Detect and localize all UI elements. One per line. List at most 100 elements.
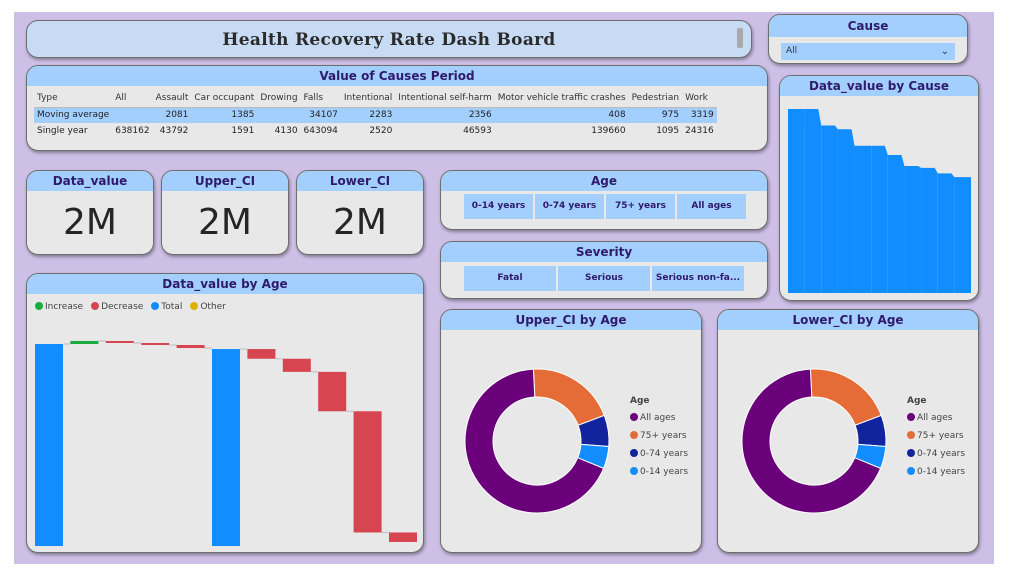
legend-total[interactable]: Total [151,302,182,312]
table-cell: 638162 [115,125,150,136]
kpi-data-value-card: Data_value 2M [26,170,154,255]
column-header[interactable]: Assault [152,89,192,108]
column-header[interactable]: All [112,89,153,108]
legend-item[interactable]: All ages [907,413,965,423]
cause-slicer: Cause All ⌄ [768,14,968,64]
legend-label: 0-74 years [640,449,689,459]
lower-ci-donut [741,368,887,514]
title-scrollbar[interactable] [737,28,743,48]
waterfall-bar[interactable] [282,358,311,372]
cause-bar[interactable] [904,166,922,293]
legend-label: Total [161,302,183,312]
table-cell: 24316 [685,125,714,136]
waterfall-bar[interactable] [212,349,240,546]
legend-item[interactable]: 0-14 years [907,467,965,477]
legend-label: 0-74 years [917,449,966,459]
severity-option-serious[interactable]: Serious [558,266,650,291]
waterfall-bar[interactable] [247,349,276,359]
column-header[interactable]: Motor vehicle traffic crashes [494,89,629,108]
column-header[interactable]: Car occupant [191,89,258,108]
donut-slice[interactable] [809,368,882,426]
waterfall-bar[interactable] [176,345,205,349]
donut-slice[interactable] [532,368,605,426]
decrease-dot-icon [91,302,100,310]
waterfall-bar[interactable] [389,532,417,542]
cause-bar-card: Data_value by Cause [779,75,979,301]
kpi-label: Lower_CI [297,171,423,191]
waterfall-bar[interactable] [141,342,170,346]
kpi-value: 2M [333,202,387,243]
age-option-0-74[interactable]: 0-74 years [535,194,604,219]
cause-bar-chart [788,109,971,293]
kpi-label: Data_value [27,171,153,191]
cause-slicer-title: Cause [769,15,967,37]
waterfall-bar[interactable] [353,411,382,533]
severity-option-serious-non-fatal[interactable]: Serious non-fa... [652,266,744,291]
cause-dropdown-value: All [786,46,798,56]
cause-bar[interactable] [887,155,905,293]
table-cell: Moving average [34,107,113,123]
severity-slicer: Severity Fatal Serious Serious non-fa... [440,241,768,299]
waterfall-bar[interactable] [35,344,63,546]
kpi-value: 2M [63,202,117,243]
waterfall-bar[interactable] [318,371,347,412]
cause-bar[interactable] [804,109,822,293]
cause-bar[interactable] [871,145,888,293]
severity-options: Fatal Serious Serious non-fa... [464,266,744,291]
column-header[interactable]: Intentional self-harm [395,89,495,108]
cause-bar[interactable] [937,173,955,293]
age-option-0-14[interactable]: 0-14 years [464,194,533,219]
table-row[interactable]: Single year 638162 43792 1591 4130 643094 2520… [34,123,717,138]
column-header[interactable]: Type [34,89,113,108]
total-dot-icon [151,302,160,310]
column-header[interactable]: Intentional [340,89,396,108]
cause-bar-title: Data_value by Cause [780,76,978,96]
waterfall-bar[interactable] [70,340,99,344]
lower-ci-title: Lower_CI by Age [718,310,978,330]
increase-dot-icon [35,302,43,310]
cause-dropdown[interactable]: All ⌄ [781,43,955,60]
donut-slice[interactable] [464,368,605,514]
other-dot-icon [190,302,199,310]
legend-label: All ages [917,413,953,423]
column-header[interactable]: Falls [300,89,341,108]
column-header[interactable]: Drowing [257,89,301,108]
waterfall-legend: Increase Decrease Total Other [35,302,226,312]
waterfall-title: Data_value by Age [27,274,423,294]
legend-other[interactable]: Other [190,302,226,312]
all-ages-dot-icon [907,413,915,421]
legend-item[interactable]: 75+ years [907,431,965,441]
legend-item[interactable]: 0-14 years [630,467,688,477]
causes-table: Type All Assault Car occupant Drowing Falls In… [34,89,717,138]
waterfall-bar[interactable] [105,340,134,343]
cause-bar[interactable] [954,177,971,293]
all-ages-dot-icon [630,413,638,421]
age-option-75plus[interactable]: 75+ years [606,194,675,219]
cause-bar[interactable] [788,109,805,293]
upper-ci-legend: Age All ages 75+ years 0-74 years 0-14 y… [630,396,688,485]
legend-item[interactable]: 0-74 years [907,449,965,459]
cause-bar[interactable] [821,125,838,293]
column-header[interactable]: Pedestrian [628,89,683,108]
0-74-dot-icon [907,449,915,457]
cause-bar[interactable] [854,145,872,293]
cause-bar[interactable] [837,129,855,293]
table-row[interactable]: Moving average 2081 1385 34107 2283 2356 408 97… [34,107,717,123]
age-option-all[interactable]: All ages [677,194,746,219]
legend-item[interactable]: 0-74 years [630,449,688,459]
0-14-dot-icon [907,467,915,475]
legend-item[interactable]: 75+ years [630,431,688,441]
legend-increase[interactable]: Increase [35,302,83,312]
causes-table-card: Value of Causes Period Type All Assault Car… [26,65,768,151]
legend-decrease[interactable]: Decrease [91,302,143,312]
dashboard-title: Health Recovery Rate Dash Board [222,30,556,50]
kpi-value: 2M [198,202,252,243]
legend-title: Age [907,396,927,406]
0-14-dot-icon [630,467,638,475]
legend-label: 0-14 years [640,467,689,477]
donut-slice[interactable] [741,368,882,514]
legend-item[interactable]: All ages [630,413,688,423]
cause-bar[interactable] [921,167,938,293]
severity-option-fatal[interactable]: Fatal [464,266,556,291]
column-header[interactable]: Work [682,89,717,108]
